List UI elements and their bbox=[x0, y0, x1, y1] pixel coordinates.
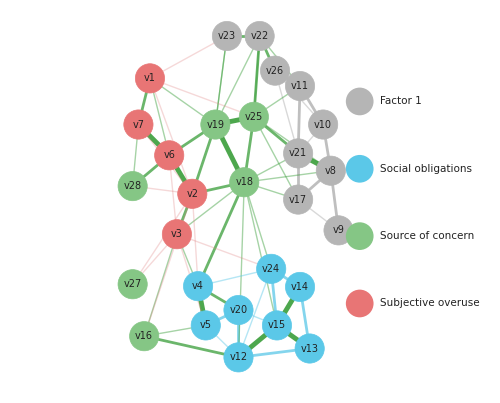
Circle shape bbox=[308, 110, 338, 139]
Circle shape bbox=[324, 216, 353, 245]
Text: v24: v24 bbox=[262, 264, 280, 274]
Circle shape bbox=[212, 21, 242, 51]
Text: v28: v28 bbox=[124, 181, 142, 191]
Circle shape bbox=[201, 110, 230, 139]
Circle shape bbox=[286, 71, 314, 101]
Circle shape bbox=[224, 343, 253, 372]
Text: v21: v21 bbox=[289, 148, 307, 158]
Circle shape bbox=[239, 102, 268, 131]
Circle shape bbox=[286, 272, 314, 301]
Circle shape bbox=[136, 64, 164, 93]
Text: v17: v17 bbox=[289, 195, 307, 205]
Text: v22: v22 bbox=[250, 31, 269, 41]
Circle shape bbox=[256, 254, 286, 283]
Text: v4: v4 bbox=[192, 281, 204, 291]
Text: Source of concern: Source of concern bbox=[380, 231, 474, 241]
Text: v11: v11 bbox=[291, 81, 309, 91]
Text: v25: v25 bbox=[244, 112, 263, 122]
Circle shape bbox=[346, 155, 374, 183]
Text: v12: v12 bbox=[230, 352, 248, 362]
Circle shape bbox=[230, 168, 259, 197]
Circle shape bbox=[154, 141, 184, 170]
Circle shape bbox=[178, 179, 207, 208]
Circle shape bbox=[346, 87, 374, 115]
Text: v14: v14 bbox=[291, 282, 309, 292]
Circle shape bbox=[245, 21, 274, 51]
Circle shape bbox=[295, 334, 324, 363]
Text: v1: v1 bbox=[144, 73, 156, 83]
Text: v8: v8 bbox=[325, 166, 337, 176]
Text: v27: v27 bbox=[124, 279, 142, 289]
Text: v19: v19 bbox=[206, 120, 224, 129]
Text: v13: v13 bbox=[300, 343, 318, 353]
Text: v7: v7 bbox=[132, 120, 144, 129]
Text: v5: v5 bbox=[200, 320, 212, 330]
Text: v2: v2 bbox=[186, 189, 198, 199]
Circle shape bbox=[130, 322, 159, 351]
Circle shape bbox=[184, 272, 212, 301]
Text: Subjective overuse: Subjective overuse bbox=[380, 299, 480, 308]
Circle shape bbox=[191, 311, 220, 340]
Circle shape bbox=[284, 185, 312, 214]
Text: Factor 1: Factor 1 bbox=[380, 96, 422, 106]
Text: v9: v9 bbox=[332, 225, 344, 235]
Circle shape bbox=[316, 156, 346, 185]
Text: v23: v23 bbox=[218, 31, 236, 41]
Circle shape bbox=[118, 270, 148, 299]
Text: v6: v6 bbox=[164, 150, 175, 160]
Circle shape bbox=[346, 222, 374, 250]
Text: v26: v26 bbox=[266, 66, 284, 76]
Text: v20: v20 bbox=[230, 305, 248, 315]
Circle shape bbox=[284, 139, 312, 168]
Text: v10: v10 bbox=[314, 120, 332, 129]
Text: v15: v15 bbox=[268, 320, 286, 330]
Circle shape bbox=[162, 220, 192, 249]
Circle shape bbox=[224, 295, 253, 325]
Text: v3: v3 bbox=[171, 229, 183, 239]
Circle shape bbox=[118, 172, 148, 201]
Circle shape bbox=[346, 290, 374, 317]
Text: v16: v16 bbox=[135, 331, 153, 341]
Circle shape bbox=[124, 110, 153, 139]
Circle shape bbox=[260, 56, 290, 85]
Text: Social obligations: Social obligations bbox=[380, 164, 472, 174]
Circle shape bbox=[262, 311, 292, 340]
Text: v18: v18 bbox=[236, 177, 254, 187]
